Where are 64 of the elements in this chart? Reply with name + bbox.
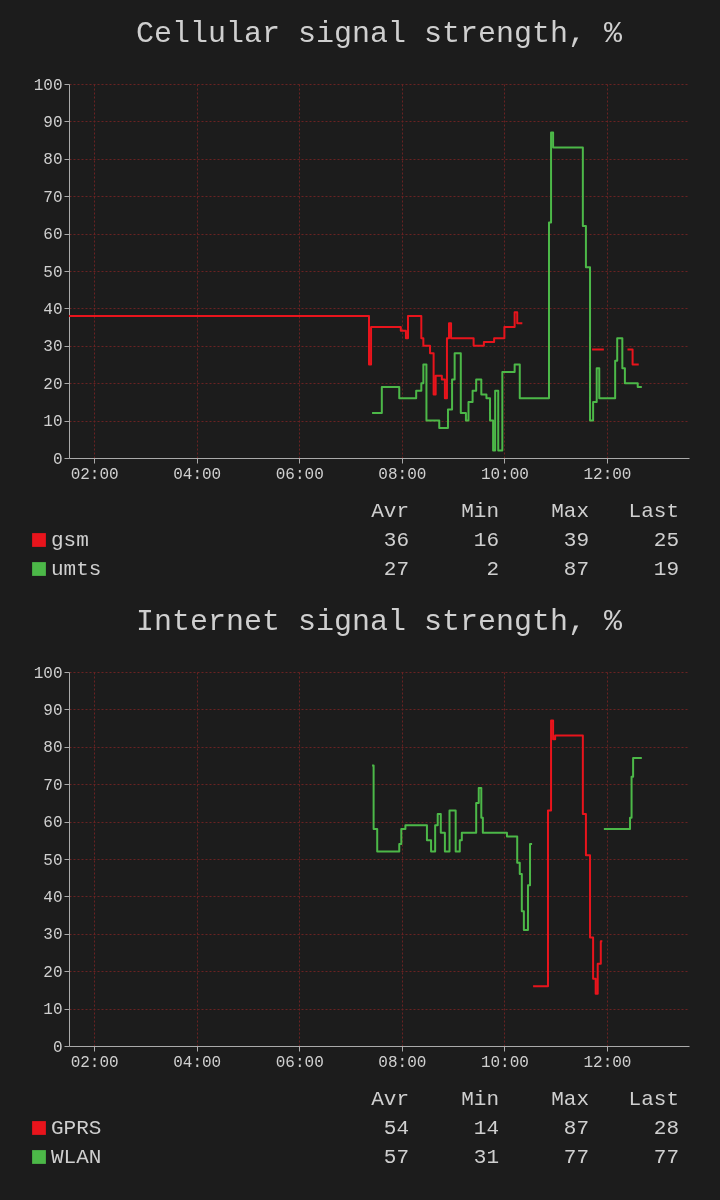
text: Min (461, 1088, 499, 1111)
text: 87 (563, 1117, 589, 1140)
y-tick-label: 100 (33, 76, 63, 95)
x-tick-label: 06:00 (275, 465, 324, 484)
y-tick-label: 40 (43, 888, 63, 907)
text: Max (551, 1088, 589, 1111)
text: 2 (486, 558, 499, 581)
y-tick-label: 0 (52, 1038, 63, 1057)
text: Max (551, 500, 589, 523)
y-tick-label: 90 (43, 113, 63, 132)
x-tick-label: 10:00 (480, 465, 529, 484)
y-tick-label: 50 (43, 263, 63, 282)
x-tick-label: 04:00 (173, 465, 222, 484)
y-tick-label: 20 (43, 375, 63, 394)
text: 14 (473, 1117, 499, 1140)
text: 39 (563, 529, 589, 552)
legend-label: gsm (51, 529, 89, 552)
text: 77 (653, 1146, 679, 1169)
y-tick-label: 80 (43, 151, 63, 170)
y-tick-label: 90 (43, 701, 63, 720)
legend-label: umts (51, 558, 102, 581)
y-tick-label: 40 (43, 300, 63, 319)
text: Avr (371, 1088, 409, 1111)
text: Last (628, 1088, 679, 1111)
x-tick-label: 08:00 (378, 1053, 427, 1072)
y-tick-label: 70 (43, 776, 63, 795)
x-tick-label: 12:00 (583, 465, 632, 484)
y-tick-label: 30 (43, 926, 63, 945)
x-tick-label: 08:00 (378, 465, 427, 484)
y-tick-label: 0 (52, 450, 63, 469)
y-tick-label: 50 (43, 851, 63, 870)
x-tick-label: 02:00 (70, 1053, 119, 1072)
text: 27 (383, 558, 409, 581)
text: 87 (563, 558, 589, 581)
y-tick-label: 30 (43, 338, 63, 357)
text: 57 (383, 1146, 409, 1169)
y-tick-label: 80 (43, 739, 63, 758)
text: 36 (383, 529, 409, 552)
x-tick-label: 06:00 (275, 1053, 324, 1072)
legend-label: GPRS (51, 1117, 102, 1140)
y-tick-label: 10 (43, 413, 63, 432)
text: 19 (653, 558, 679, 581)
text: 28 (653, 1117, 679, 1140)
y-tick-label: 10 (43, 1001, 63, 1020)
text: Min (461, 500, 499, 523)
chart-title: Internet signal strength, % (135, 605, 624, 639)
text: 16 (473, 529, 499, 552)
text: 31 (473, 1146, 499, 1169)
text: 25 (653, 529, 679, 552)
text: 54 (383, 1117, 409, 1140)
text: Last (628, 500, 679, 523)
x-tick-label: 12:00 (583, 1053, 632, 1072)
chart-title: Cellular signal strength, % (135, 17, 624, 51)
text: Avr (371, 500, 409, 523)
y-tick-label: 70 (43, 188, 63, 207)
x-tick-label: 04:00 (173, 1053, 222, 1072)
y-tick-label: 60 (43, 814, 63, 833)
y-tick-label: 20 (43, 963, 63, 982)
x-tick-label: 10:00 (480, 1053, 529, 1072)
y-tick-label: 60 (43, 226, 63, 245)
y-tick-label: 100 (33, 664, 63, 683)
legend-label: WLAN (51, 1146, 102, 1169)
x-tick-label: 02:00 (70, 465, 119, 484)
text: 77 (563, 1146, 589, 1169)
